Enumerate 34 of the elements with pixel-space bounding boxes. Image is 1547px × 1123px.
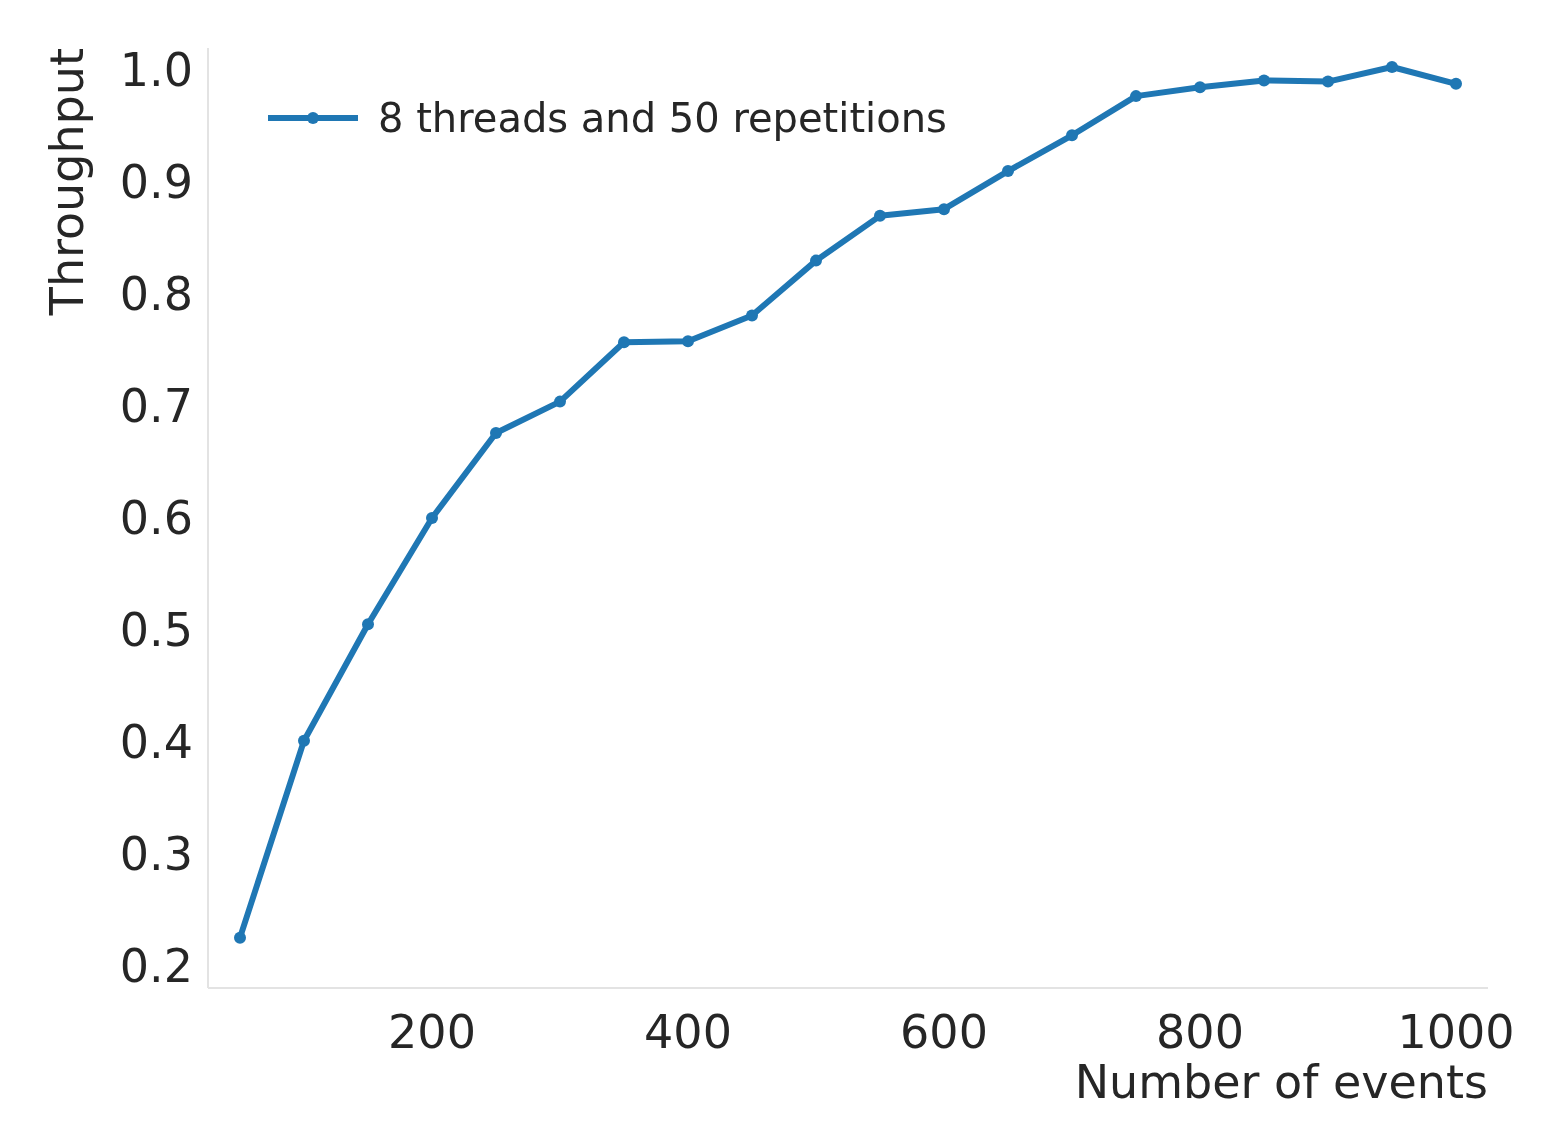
- point: [618, 336, 630, 349]
- point: [426, 512, 438, 524]
- point: [1002, 165, 1014, 178]
- x-tick-label: 600: [900, 1005, 988, 1059]
- y-tick-label: 0.6: [119, 491, 193, 546]
- point: [938, 203, 950, 216]
- point: [874, 209, 886, 222]
- x-tick-label: 200: [388, 1005, 476, 1059]
- point: [1130, 90, 1142, 103]
- point: [1322, 75, 1334, 88]
- point: [1386, 61, 1398, 74]
- legend-label: 8 threads and 50 repetitions: [378, 95, 947, 141]
- y-tick-label: 0.3: [119, 826, 193, 881]
- y-tick-label: 0.7: [119, 379, 193, 434]
- y-axis-title: Throughput: [40, 48, 94, 317]
- y-tick-label: 0.4: [119, 714, 193, 769]
- point: [298, 734, 310, 747]
- point: [682, 335, 694, 348]
- y-tick-label: 1.0: [119, 43, 193, 98]
- y-tick-label: 0.5: [119, 603, 193, 657]
- point: [1258, 74, 1270, 87]
- point: [554, 395, 566, 408]
- point: [1194, 81, 1206, 94]
- point: [1066, 129, 1078, 142]
- x-tick-label: 400: [644, 1005, 732, 1059]
- y-tick-label: 0.8: [119, 267, 193, 322]
- point: [490, 426, 502, 439]
- point: [746, 309, 758, 322]
- y-tick-label: 0.9: [119, 155, 193, 210]
- y-tick-label: 0.2: [119, 938, 193, 993]
- point: [362, 618, 374, 631]
- point: [810, 254, 822, 267]
- point: [234, 931, 246, 944]
- point: [1450, 77, 1462, 90]
